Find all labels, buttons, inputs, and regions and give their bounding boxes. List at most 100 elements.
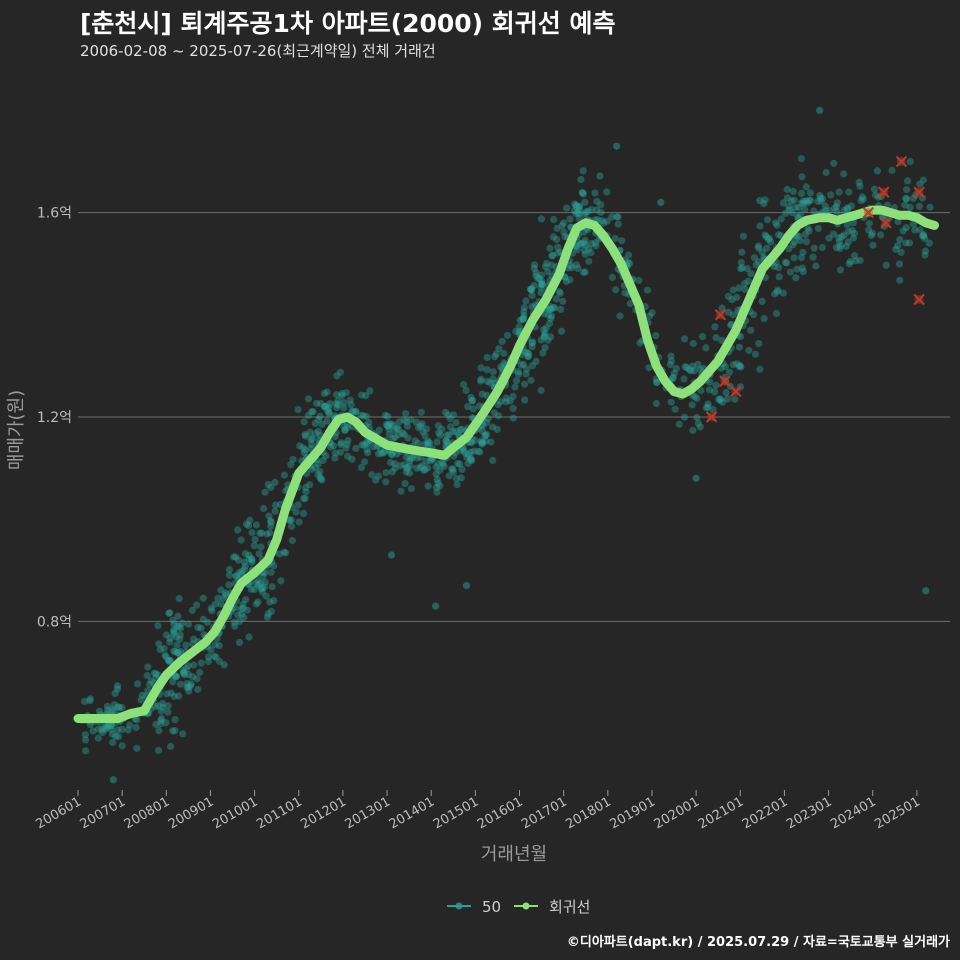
transaction-point <box>442 437 450 445</box>
transaction-point <box>711 388 719 396</box>
transaction-point <box>517 361 526 369</box>
transaction-point <box>194 623 202 632</box>
transaction-point <box>527 285 535 294</box>
transaction-point <box>801 205 809 213</box>
transaction-point <box>184 684 192 692</box>
x-tick-label: 202001 <box>652 794 702 832</box>
transaction-point <box>400 430 408 439</box>
transaction-point <box>596 172 604 180</box>
transaction-point <box>144 687 152 695</box>
transaction-point <box>555 288 563 296</box>
regression-curve <box>73 205 939 723</box>
transaction-point <box>802 238 811 246</box>
transaction-point <box>157 720 165 728</box>
transaction-point <box>369 443 378 451</box>
transaction-point <box>479 438 487 446</box>
transaction-point <box>844 238 852 246</box>
transaction-point <box>743 265 751 273</box>
transaction-point <box>528 285 536 293</box>
transaction-point <box>577 175 585 184</box>
transaction-point <box>94 734 102 742</box>
transaction-point <box>858 193 867 201</box>
transaction-point <box>252 600 260 608</box>
transaction-point <box>169 727 177 735</box>
transaction-point <box>454 460 462 468</box>
transaction-point <box>318 420 326 428</box>
transaction-point <box>204 657 212 666</box>
transaction-point <box>788 209 797 217</box>
transaction-point <box>362 392 370 400</box>
transaction-point <box>432 470 440 478</box>
transaction-point <box>388 468 396 476</box>
transaction-point <box>483 418 491 427</box>
transaction-point <box>896 236 904 244</box>
transaction-point <box>705 386 714 394</box>
transaction-point <box>358 441 366 449</box>
transaction-point <box>342 389 350 397</box>
transaction-point <box>789 241 797 249</box>
transaction-point <box>557 327 566 335</box>
transaction-point <box>716 396 724 404</box>
transaction-point <box>844 204 852 212</box>
transaction-point <box>528 286 536 294</box>
recent-transaction-marker <box>895 155 908 168</box>
transaction-point <box>166 638 174 646</box>
transaction-point <box>267 568 275 576</box>
transaction-point <box>771 290 779 298</box>
transaction-point <box>669 374 677 382</box>
transaction-point <box>170 692 178 700</box>
transaction-point <box>294 406 302 414</box>
transaction-point <box>618 237 626 245</box>
transaction-point <box>449 427 457 436</box>
transaction-point <box>592 242 600 250</box>
transaction-point <box>805 196 813 204</box>
transaction-point <box>187 680 195 688</box>
transaction-point <box>340 399 348 407</box>
transaction-point <box>469 405 477 413</box>
transaction-point <box>909 220 918 228</box>
transaction-point <box>374 472 383 480</box>
transaction-point <box>770 262 778 270</box>
transaction-point <box>400 416 408 424</box>
transaction-point <box>578 189 586 197</box>
transaction-point <box>179 669 188 677</box>
transaction-point <box>621 289 629 297</box>
transaction-point <box>735 343 744 351</box>
transaction-point <box>687 367 695 375</box>
transaction-point <box>775 273 783 281</box>
transaction-point <box>477 375 485 383</box>
transaction-point <box>737 265 745 273</box>
transaction-point <box>317 400 325 408</box>
transaction-point <box>588 240 596 248</box>
transaction-point <box>806 189 814 197</box>
transaction-point <box>728 296 736 304</box>
y-axis: 0.8억 1.2억 1.6억 <box>37 206 72 631</box>
transaction-point <box>544 268 552 276</box>
x-tick-label: 201701 <box>519 794 569 832</box>
transaction-point <box>711 323 719 331</box>
transaction-point <box>591 189 599 197</box>
transaction-point <box>222 589 230 597</box>
transaction-point <box>414 439 422 447</box>
transaction-point <box>547 314 555 323</box>
transaction-point <box>211 600 219 608</box>
transaction-point <box>509 404 517 412</box>
transaction-point <box>300 418 308 426</box>
transaction-point <box>906 203 914 212</box>
transaction-point <box>432 463 440 471</box>
transaction-point <box>133 744 141 752</box>
transaction-point <box>464 403 472 411</box>
transaction-point <box>468 397 476 405</box>
transaction-point <box>348 455 356 463</box>
transaction-point <box>247 554 255 563</box>
transaction-point <box>282 549 290 557</box>
transaction-point <box>308 440 316 448</box>
transaction-point <box>477 377 485 385</box>
transaction-point <box>357 411 366 419</box>
transaction-point <box>468 457 476 465</box>
transaction-point <box>585 257 593 265</box>
transaction-point <box>379 449 387 457</box>
transaction-point <box>774 264 783 272</box>
transaction-point <box>783 259 791 267</box>
transaction-point <box>450 411 458 419</box>
